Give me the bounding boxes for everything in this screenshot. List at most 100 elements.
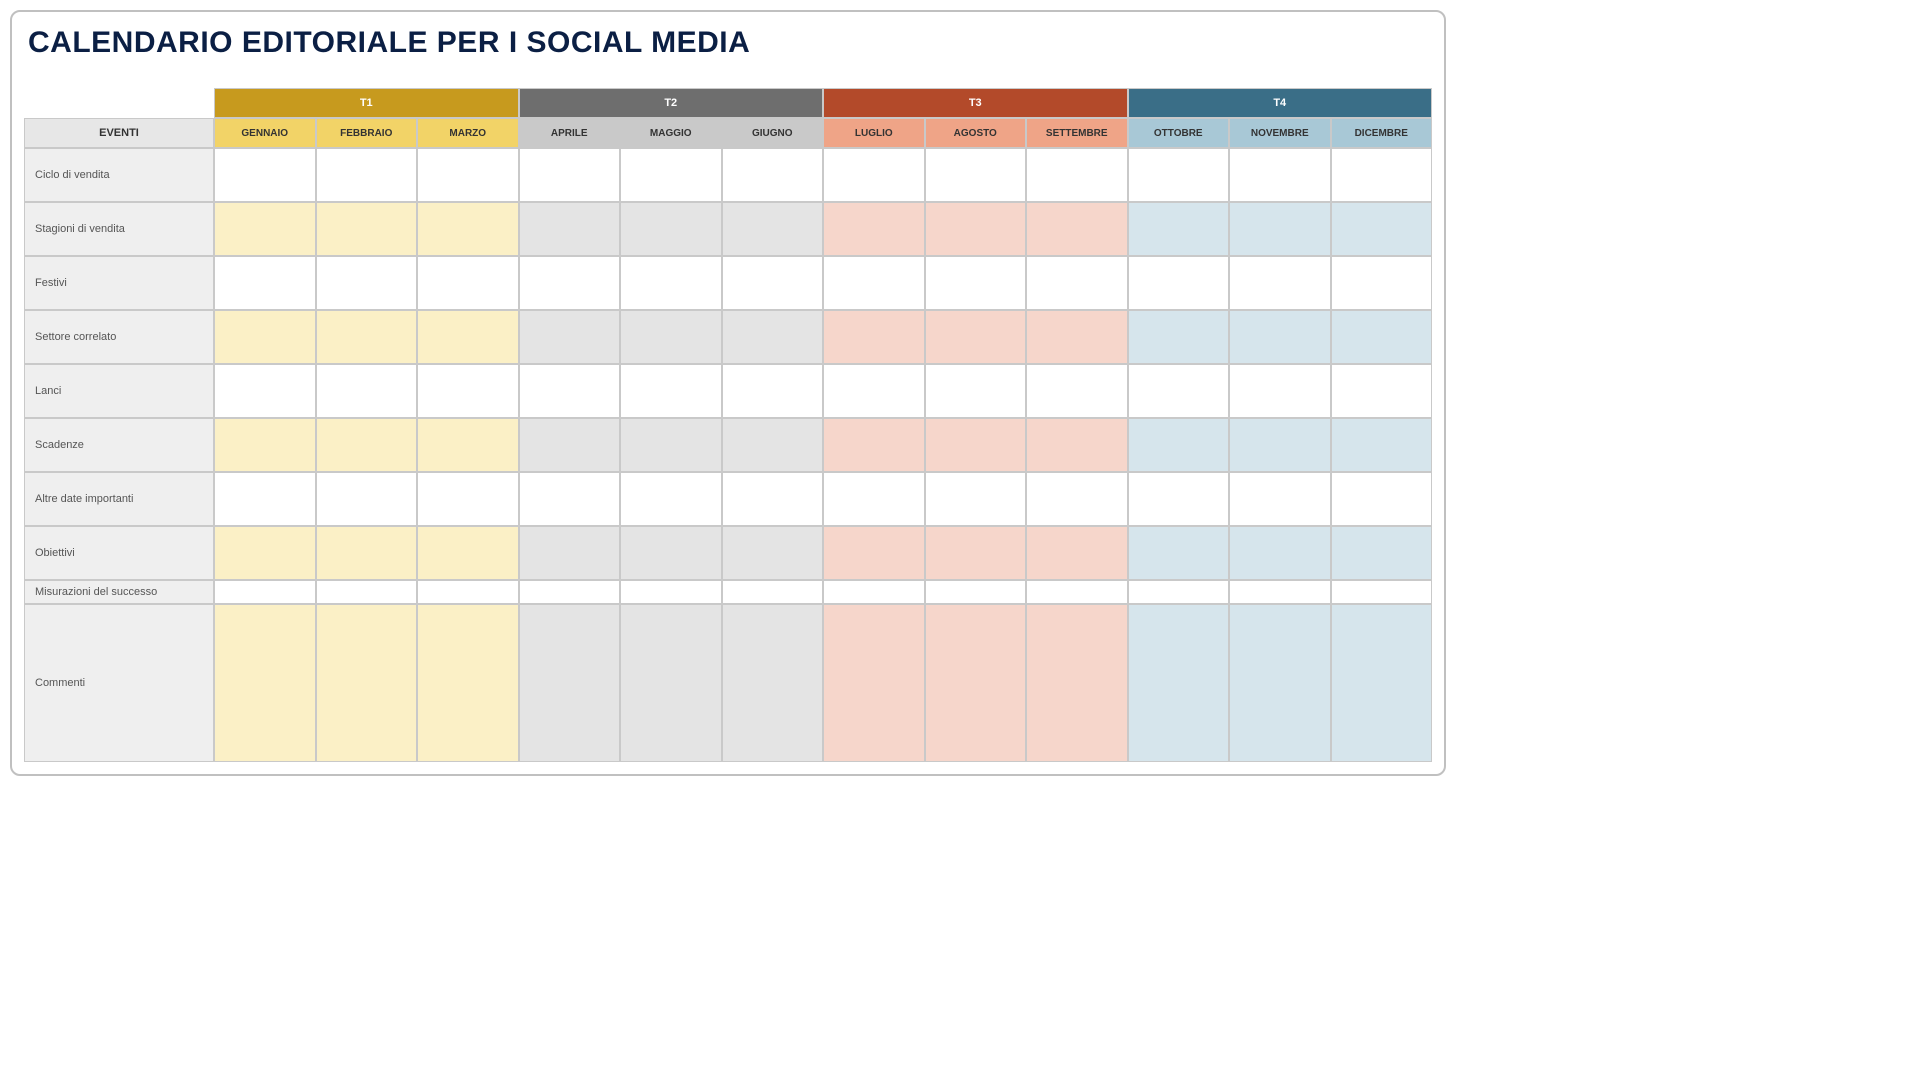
calendar-cell[interactable] [214, 526, 316, 580]
calendar-cell[interactable] [722, 310, 824, 364]
calendar-cell[interactable] [1331, 526, 1433, 580]
calendar-cell[interactable] [925, 310, 1027, 364]
calendar-cell[interactable] [316, 418, 418, 472]
calendar-cell[interactable] [620, 472, 722, 526]
calendar-cell[interactable] [214, 364, 316, 418]
calendar-cell[interactable] [1229, 526, 1331, 580]
calendar-cell[interactable] [1229, 418, 1331, 472]
calendar-cell[interactable] [1026, 526, 1128, 580]
calendar-cell[interactable] [620, 364, 722, 418]
calendar-cell[interactable] [823, 202, 925, 256]
calendar-cell[interactable] [1026, 364, 1128, 418]
calendar-cell[interactable] [925, 256, 1027, 310]
calendar-cell[interactable] [1229, 580, 1331, 604]
calendar-cell[interactable] [1128, 526, 1230, 580]
calendar-cell[interactable] [316, 148, 418, 202]
calendar-cell[interactable] [925, 580, 1027, 604]
calendar-cell[interactable] [316, 364, 418, 418]
calendar-cell[interactable] [519, 202, 621, 256]
calendar-cell[interactable] [1331, 310, 1433, 364]
calendar-cell[interactable] [620, 526, 722, 580]
calendar-cell[interactable] [722, 526, 824, 580]
calendar-cell[interactable] [316, 472, 418, 526]
calendar-cell[interactable] [1128, 148, 1230, 202]
calendar-cell[interactable] [214, 604, 316, 762]
calendar-cell[interactable] [316, 256, 418, 310]
calendar-cell[interactable] [1026, 310, 1128, 364]
calendar-cell[interactable] [1331, 604, 1433, 762]
calendar-cell[interactable] [1229, 604, 1331, 762]
calendar-cell[interactable] [1026, 604, 1128, 762]
calendar-cell[interactable] [316, 202, 418, 256]
calendar-cell[interactable] [316, 580, 418, 604]
calendar-cell[interactable] [722, 256, 824, 310]
calendar-cell[interactable] [1229, 148, 1331, 202]
calendar-cell[interactable] [316, 526, 418, 580]
calendar-cell[interactable] [925, 526, 1027, 580]
calendar-cell[interactable] [214, 310, 316, 364]
calendar-cell[interactable] [722, 604, 824, 762]
calendar-cell[interactable] [417, 580, 519, 604]
calendar-cell[interactable] [1331, 148, 1433, 202]
calendar-cell[interactable] [722, 202, 824, 256]
calendar-cell[interactable] [417, 604, 519, 762]
calendar-cell[interactable] [823, 148, 925, 202]
calendar-cell[interactable] [1229, 310, 1331, 364]
calendar-cell[interactable] [722, 148, 824, 202]
calendar-cell[interactable] [620, 310, 722, 364]
calendar-cell[interactable] [519, 418, 621, 472]
calendar-cell[interactable] [1026, 580, 1128, 604]
calendar-cell[interactable] [519, 526, 621, 580]
calendar-cell[interactable] [823, 472, 925, 526]
calendar-cell[interactable] [316, 604, 418, 762]
calendar-cell[interactable] [519, 364, 621, 418]
calendar-cell[interactable] [316, 310, 418, 364]
calendar-cell[interactable] [519, 148, 621, 202]
calendar-cell[interactable] [417, 418, 519, 472]
calendar-cell[interactable] [722, 580, 824, 604]
calendar-cell[interactable] [1331, 256, 1433, 310]
calendar-cell[interactable] [1229, 472, 1331, 526]
calendar-cell[interactable] [1229, 364, 1331, 418]
calendar-cell[interactable] [417, 310, 519, 364]
calendar-cell[interactable] [214, 256, 316, 310]
calendar-cell[interactable] [620, 604, 722, 762]
calendar-cell[interactable] [417, 202, 519, 256]
calendar-cell[interactable] [1128, 202, 1230, 256]
calendar-cell[interactable] [620, 580, 722, 604]
calendar-cell[interactable] [417, 148, 519, 202]
calendar-cell[interactable] [1331, 202, 1433, 256]
calendar-cell[interactable] [823, 418, 925, 472]
calendar-cell[interactable] [925, 604, 1027, 762]
calendar-cell[interactable] [519, 472, 621, 526]
calendar-cell[interactable] [1128, 256, 1230, 310]
calendar-cell[interactable] [1128, 580, 1230, 604]
calendar-cell[interactable] [1026, 256, 1128, 310]
calendar-cell[interactable] [620, 202, 722, 256]
calendar-cell[interactable] [722, 472, 824, 526]
calendar-cell[interactable] [1128, 364, 1230, 418]
calendar-cell[interactable] [519, 604, 621, 762]
calendar-cell[interactable] [925, 202, 1027, 256]
calendar-cell[interactable] [620, 256, 722, 310]
calendar-cell[interactable] [620, 418, 722, 472]
calendar-cell[interactable] [1026, 472, 1128, 526]
calendar-cell[interactable] [1229, 202, 1331, 256]
calendar-cell[interactable] [1229, 256, 1331, 310]
calendar-cell[interactable] [214, 202, 316, 256]
calendar-cell[interactable] [722, 418, 824, 472]
calendar-cell[interactable] [519, 580, 621, 604]
calendar-cell[interactable] [214, 148, 316, 202]
calendar-cell[interactable] [925, 418, 1027, 472]
calendar-cell[interactable] [417, 256, 519, 310]
calendar-cell[interactable] [417, 526, 519, 580]
calendar-cell[interactable] [823, 364, 925, 418]
calendar-cell[interactable] [1026, 148, 1128, 202]
calendar-cell[interactable] [214, 472, 316, 526]
calendar-cell[interactable] [620, 148, 722, 202]
calendar-cell[interactable] [1128, 472, 1230, 526]
calendar-cell[interactable] [925, 148, 1027, 202]
calendar-cell[interactable] [925, 472, 1027, 526]
calendar-cell[interactable] [519, 310, 621, 364]
calendar-cell[interactable] [1128, 604, 1230, 762]
